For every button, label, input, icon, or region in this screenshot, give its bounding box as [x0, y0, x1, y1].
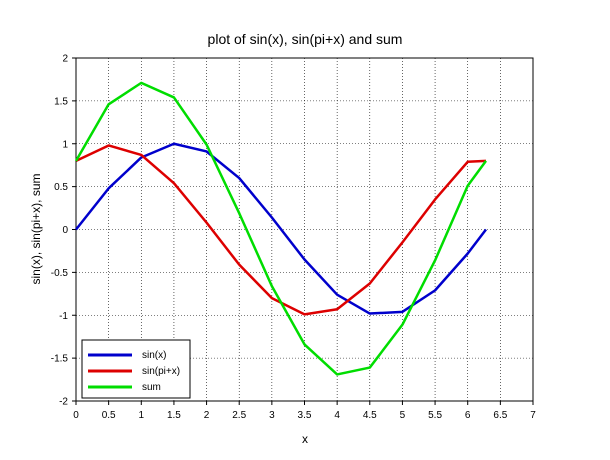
x-tick-label: 7	[530, 410, 536, 421]
x-tick-label: 0	[73, 410, 79, 421]
x-tick-label: 3	[269, 410, 275, 421]
series-line-0	[75, 142, 487, 315]
series-line-1	[75, 144, 487, 316]
legend-label-sum: sum	[142, 382, 161, 393]
series-line-2	[74, 81, 487, 376]
x-axis-label: x	[302, 432, 308, 446]
y-tick-label: -1.5	[51, 354, 69, 365]
axis-ticks: 0 0.5 1 1.5 2 2.5 3 3.5 4 4.5 5 5.5 6 6.5 7 -2 -1.5 -1 -0.…	[51, 54, 536, 422]
y-tick-label: 0.5	[54, 182, 68, 193]
y-tick-label: 1.5	[54, 96, 68, 107]
y-tick-label: -2	[59, 397, 68, 408]
series-lines	[74, 81, 487, 376]
legend-label-sin-pi-x: sin(pi+x)	[142, 366, 180, 377]
x-tick-label: 1.5	[167, 410, 181, 421]
y-tick-label: -1	[59, 311, 68, 322]
chart-title: plot of sin(x), sin(pi+x) and sum	[208, 31, 403, 47]
legend-label-sin-x: sin(x)	[142, 350, 166, 361]
x-tick-label: 6.5	[493, 410, 507, 421]
x-tick-label: 1	[139, 410, 145, 421]
y-tick-label: 1	[62, 139, 68, 150]
x-tick-label: 6	[465, 410, 471, 421]
legend: sin(x) sin(pi+x) sum	[81, 339, 191, 399]
x-tick-label: 3.5	[298, 410, 312, 421]
y-tick-label: 2	[62, 54, 68, 65]
y-tick-label: -0.5	[51, 268, 69, 279]
x-tick-label: 2	[204, 410, 210, 421]
x-tick-label: 5	[400, 410, 406, 421]
x-tick-label: 4.5	[363, 410, 377, 421]
grid	[75, 57, 534, 402]
x-tick-label: 5.5	[428, 410, 442, 421]
x-tick-label: 2.5	[232, 410, 246, 421]
x-tick-label: 4	[334, 410, 340, 421]
y-tick-label: 0	[62, 225, 68, 236]
x-tick-label: 0.5	[102, 410, 116, 421]
y-axis-label: sin(x), sin(pi+x), sum	[29, 173, 43, 284]
